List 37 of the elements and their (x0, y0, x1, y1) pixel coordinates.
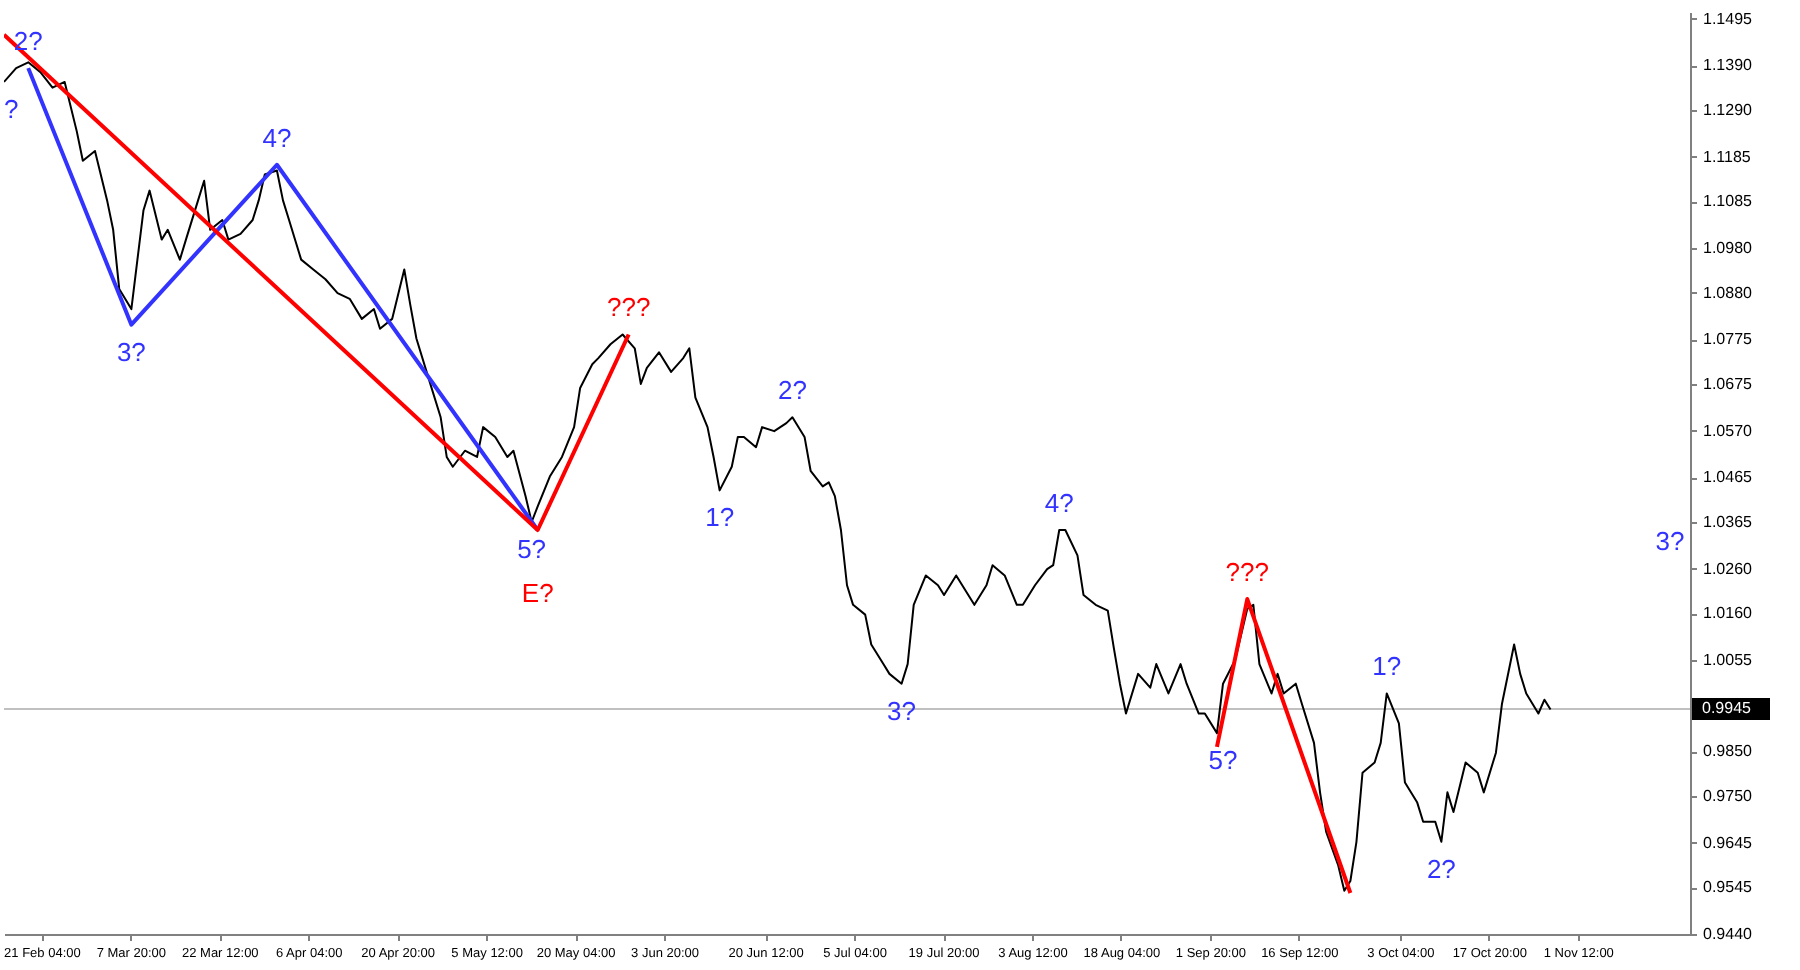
annotation: 3? (887, 695, 917, 726)
annotation: 3? (1655, 526, 1685, 557)
y-tick-label: 1.0055 (1703, 651, 1754, 670)
annotation: 2? (1426, 853, 1456, 884)
annotation: 2? (13, 26, 43, 57)
y-tick-label: 1.0160 (1703, 604, 1754, 623)
y-tick-label: 0.9850 (1703, 742, 1754, 761)
y-tick-label: 0.9545 (1703, 878, 1754, 897)
y-tick-label: 1.0675 (1703, 374, 1754, 393)
y-tick-label: 1.1185 (1703, 147, 1752, 166)
y-tick-label: 1.0465 (1703, 468, 1754, 487)
y-tick-label: 1.0570 (1703, 421, 1754, 440)
annotation: 5? (517, 534, 547, 564)
annotation: 1? (1372, 651, 1402, 682)
annotation: 4? (1044, 488, 1074, 519)
y-tick-label: 1.0365 (1703, 513, 1754, 531)
y-tick-label: 0.9440 (1703, 925, 1754, 943)
y-tick-label: 1.1495 (1703, 9, 1754, 28)
y-tick-label: 0.9645 (1703, 833, 1754, 852)
annotation: 4? (262, 122, 292, 153)
y-tick-label: 1.1290 (1703, 100, 1754, 119)
annotation: ? (4, 93, 19, 124)
y-tick-label: 1.0880 (1703, 283, 1754, 302)
annotation: 3? (116, 336, 146, 367)
y-tick-label: 1.0980 (1703, 239, 1754, 258)
annotation: 2? (777, 375, 807, 406)
annotation: 1? (705, 502, 735, 533)
annotation: E? (521, 578, 554, 609)
y-tick-label: 1.0775 (1703, 330, 1754, 349)
y-tick-label: 1.1390 (1703, 56, 1754, 75)
annotation: ??? (1225, 557, 1269, 588)
annotation: 5? (1208, 745, 1238, 776)
ref-line-label: 0.9945 (1702, 699, 1753, 718)
annotation: ??? (606, 292, 651, 323)
y-tick-label: 1.0260 (1703, 559, 1754, 578)
y-tick-label: 0.9750 (1703, 786, 1754, 805)
y-tick-label: 1.1085 (1703, 192, 1754, 211)
